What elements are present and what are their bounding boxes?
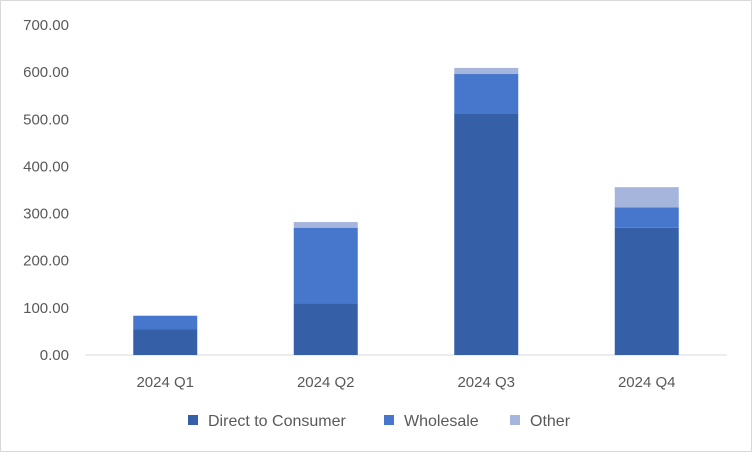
x-tick-label: 2024 Q2 bbox=[297, 374, 355, 391]
legend-label: Other bbox=[530, 413, 571, 430]
bar-wholesale-2024-q4 bbox=[615, 207, 679, 227]
y-tick-label: 0.00 bbox=[40, 347, 69, 364]
bars bbox=[133, 68, 679, 355]
y-tick-label: 500.00 bbox=[23, 111, 69, 128]
x-tick-label: 2024 Q1 bbox=[136, 374, 194, 391]
bar-direct-to-consumer-2024-q1 bbox=[133, 329, 197, 355]
legend-item-wholesale: Wholesale bbox=[384, 413, 479, 430]
y-axis-ticks: 0.00 100.00 200.00 300.00 400.00 500.00 600.00… bbox=[23, 17, 69, 364]
legend-label: Wholesale bbox=[404, 413, 479, 430]
bar-wholesale-2024-q1 bbox=[133, 316, 197, 329]
legend-swatch bbox=[510, 415, 520, 425]
y-tick-label: 400.00 bbox=[23, 158, 69, 175]
y-tick-label: 300.00 bbox=[23, 206, 69, 223]
bar-wholesale-2024-q2 bbox=[294, 228, 358, 303]
bar-other-2024-q4 bbox=[615, 187, 679, 207]
legend-swatch bbox=[384, 415, 394, 425]
bar-wholesale-2024-q3 bbox=[454, 74, 518, 113]
x-tick-label: 2024 Q3 bbox=[457, 374, 515, 391]
bar-other-2024-q2 bbox=[294, 222, 358, 228]
legend: Direct to Consumer Wholesale Other bbox=[188, 413, 571, 430]
legend-item-direct-to-consumer: Direct to Consumer bbox=[188, 413, 346, 430]
bar-other-2024-q3 bbox=[454, 68, 518, 74]
y-tick-label: 600.00 bbox=[23, 64, 69, 81]
y-tick-label: 200.00 bbox=[23, 253, 69, 270]
y-tick-label: 100.00 bbox=[23, 300, 69, 317]
y-tick-label: 700.00 bbox=[23, 17, 69, 34]
x-tick-label: 2024 Q4 bbox=[618, 374, 676, 391]
bar-direct-to-consumer-2024-q2 bbox=[294, 303, 358, 355]
legend-item-other: Other bbox=[510, 413, 571, 430]
bar-direct-to-consumer-2024-q3 bbox=[454, 113, 518, 355]
bar-direct-to-consumer-2024-q4 bbox=[615, 228, 679, 355]
legend-swatch bbox=[188, 415, 198, 425]
x-axis-ticks: 2024 Q1 2024 Q2 2024 Q3 2024 Q4 bbox=[136, 374, 675, 391]
legend-label: Direct to Consumer bbox=[208, 413, 346, 430]
